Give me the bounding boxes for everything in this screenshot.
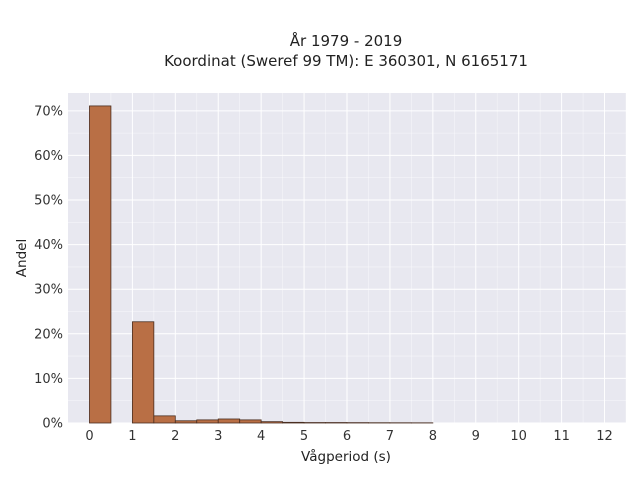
y-tick-label: 0% bbox=[42, 417, 63, 432]
x-tick-label: 8 bbox=[429, 429, 437, 444]
x-tick-label: 1 bbox=[128, 429, 136, 444]
chart-title: År 1979 - 2019 bbox=[290, 31, 403, 50]
y-tick-label: 60% bbox=[34, 149, 63, 164]
y-tick-label: 70% bbox=[34, 104, 63, 119]
y-axis-ticks: 0% 10% 20% 30% 40% 50% 60% 70% bbox=[34, 104, 63, 431]
y-tick-label: 30% bbox=[34, 283, 63, 298]
bars bbox=[89, 105, 434, 424]
y-tick-label: 20% bbox=[34, 327, 63, 342]
bar bbox=[217, 418, 241, 424]
x-tick-label: 10 bbox=[510, 429, 527, 444]
bar bbox=[174, 420, 198, 424]
bar bbox=[153, 415, 176, 424]
bar bbox=[89, 105, 112, 424]
x-tick-label: 4 bbox=[257, 429, 265, 444]
x-tick-label: 5 bbox=[300, 429, 308, 444]
bar bbox=[196, 419, 219, 424]
bar bbox=[282, 421, 305, 424]
x-tick-label: 11 bbox=[553, 429, 570, 444]
x-axis-ticks: 0 1 2 3 4 5 6 7 8 9 10 11 12 bbox=[85, 429, 612, 444]
x-tick-label: 7 bbox=[386, 429, 394, 444]
x-tick-label: 9 bbox=[472, 429, 480, 444]
bar bbox=[260, 421, 284, 424]
y-axis-label: Andel bbox=[14, 239, 30, 277]
y-tick-label: 50% bbox=[34, 194, 63, 209]
y-tick-label: 10% bbox=[34, 372, 63, 387]
x-tick-label: 12 bbox=[596, 429, 613, 444]
x-axis-label: Vågperiod (s) bbox=[301, 448, 391, 465]
x-tick-label: 0 bbox=[85, 429, 93, 444]
bar bbox=[131, 321, 155, 424]
x-tick-label: 2 bbox=[171, 429, 179, 444]
x-tick-label: 3 bbox=[214, 429, 222, 444]
y-tick-label: 40% bbox=[34, 238, 63, 253]
chart-subtitle: Koordinat (Sweref 99 TM): E 360301, N 61… bbox=[164, 52, 528, 70]
x-tick-label: 6 bbox=[343, 429, 351, 444]
bar bbox=[239, 419, 262, 424]
grid-lines bbox=[68, 93, 627, 424]
